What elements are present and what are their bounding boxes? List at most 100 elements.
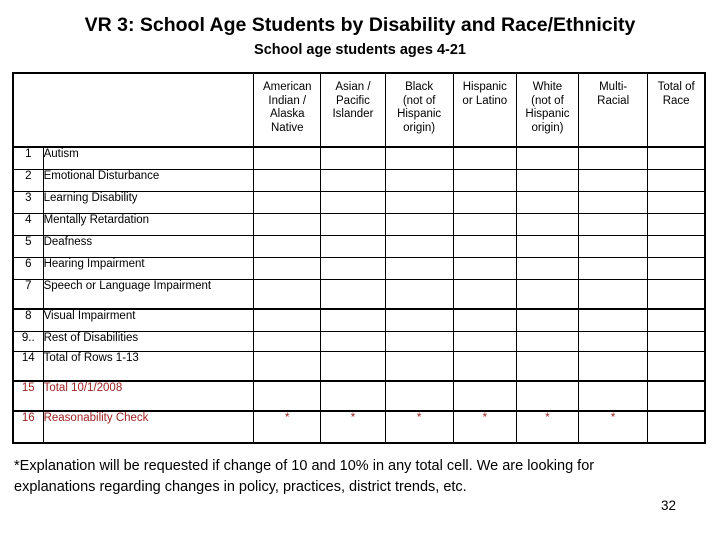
table-row: 7 Speech or Language Impairment (12, 278, 706, 310)
data-cell (253, 212, 322, 236)
table-row: 15 Total 10/1/2008 (12, 380, 706, 412)
row-number: 8 (12, 308, 44, 332)
data-cell (253, 330, 322, 352)
data-cell (578, 212, 649, 236)
data-cell (384, 212, 454, 236)
data-cell (647, 234, 706, 258)
data-cell (320, 350, 386, 382)
data-cell (253, 256, 322, 280)
data-cell (578, 234, 649, 258)
column-header: Total of Race (647, 72, 706, 148)
data-cell (647, 190, 706, 214)
table-row: 3 Learning Disability (12, 190, 706, 214)
data-cell (384, 308, 454, 332)
data-cell (452, 212, 517, 236)
data-cell (320, 146, 386, 170)
corner-cell (12, 72, 255, 148)
column-header: White (not of Hispanic origin) (515, 72, 580, 148)
row-number: 14 (12, 350, 44, 382)
data-cell (452, 380, 517, 412)
data-cell (647, 168, 706, 192)
data-cell (578, 308, 649, 332)
data-cell (452, 350, 517, 382)
data-cell (647, 350, 706, 382)
data-cell (320, 168, 386, 192)
data-cell (253, 190, 322, 214)
row-number: 16 (12, 410, 44, 444)
row-number: 15 (12, 380, 44, 412)
asterisk-cell: * (384, 410, 454, 444)
data-cell (320, 330, 386, 352)
data-cell (515, 380, 580, 412)
slide-subtitle: School age students ages 4-21 (254, 42, 466, 58)
data-cell (578, 168, 649, 192)
data-cell (647, 308, 706, 332)
data-cell (253, 146, 322, 170)
data-cell (578, 380, 649, 412)
data-cell (452, 234, 517, 258)
column-header: Black (not of Hispanic origin) (384, 72, 454, 148)
data-cell (515, 278, 580, 310)
data-cell (452, 190, 517, 214)
row-number: 5 (12, 234, 44, 258)
row-number: 3 (12, 190, 44, 214)
data-cell (253, 380, 322, 412)
data-cell (647, 410, 706, 444)
asterisk-cell: * (253, 410, 322, 444)
row-number: 7 (12, 278, 44, 310)
data-cell (320, 256, 386, 280)
data-cell (452, 256, 517, 280)
data-cell (515, 168, 580, 192)
data-cell (384, 234, 454, 258)
data-cell (320, 380, 386, 412)
table-row: 6 Hearing Impairment (12, 256, 706, 280)
data-cell (647, 256, 706, 280)
table-row: 5 Deafness (12, 234, 706, 258)
data-cell (253, 350, 322, 382)
row-number: 1 (12, 146, 44, 170)
data-table: American Indian / Alaska Native Asian / … (12, 72, 706, 444)
table-row: 2 Emotional Disturbance (12, 168, 706, 192)
data-cell (647, 146, 706, 170)
row-label: Rest of Disabilities (42, 330, 255, 352)
row-number: 6 (12, 256, 44, 280)
data-cell (578, 190, 649, 214)
data-cell (384, 330, 454, 352)
data-cell (384, 278, 454, 310)
data-cell (384, 380, 454, 412)
data-cell (384, 190, 454, 214)
data-cell (320, 234, 386, 258)
footnote: *Explanation will be requested if change… (14, 458, 595, 495)
column-header: Hispanic or Latino (452, 72, 517, 148)
asterisk-cell: * (320, 410, 386, 444)
table-row: 4 Mentally Retardation (12, 212, 706, 236)
data-cell (647, 278, 706, 310)
data-cell (578, 146, 649, 170)
data-cell (647, 212, 706, 236)
asterisk-cell: * (452, 410, 517, 444)
row-label: Emotional Disturbance (42, 168, 255, 192)
table-row: 14 Total of Rows 1-13 (12, 350, 706, 382)
data-cell (320, 308, 386, 332)
data-cell (647, 380, 706, 412)
data-cell (515, 146, 580, 170)
data-cell (578, 330, 649, 352)
header-row: American Indian / Alaska Native Asian / … (12, 72, 706, 148)
row-number: 9.. (12, 330, 44, 352)
row-label: Deafness (42, 234, 255, 258)
asterisk-cell: * (515, 410, 580, 444)
data-cell (320, 212, 386, 236)
data-cell (384, 168, 454, 192)
data-cell (515, 256, 580, 280)
row-label: Learning Disability (42, 190, 255, 214)
data-cell (452, 308, 517, 332)
data-cell (452, 278, 517, 310)
data-cell (515, 350, 580, 382)
data-cell (253, 278, 322, 310)
data-cell (384, 146, 454, 170)
data-cell (515, 212, 580, 236)
page-number: 32 (660, 498, 676, 513)
column-header: American Indian / Alaska Native (253, 72, 322, 148)
data-cell (647, 330, 706, 352)
data-cell (578, 256, 649, 280)
